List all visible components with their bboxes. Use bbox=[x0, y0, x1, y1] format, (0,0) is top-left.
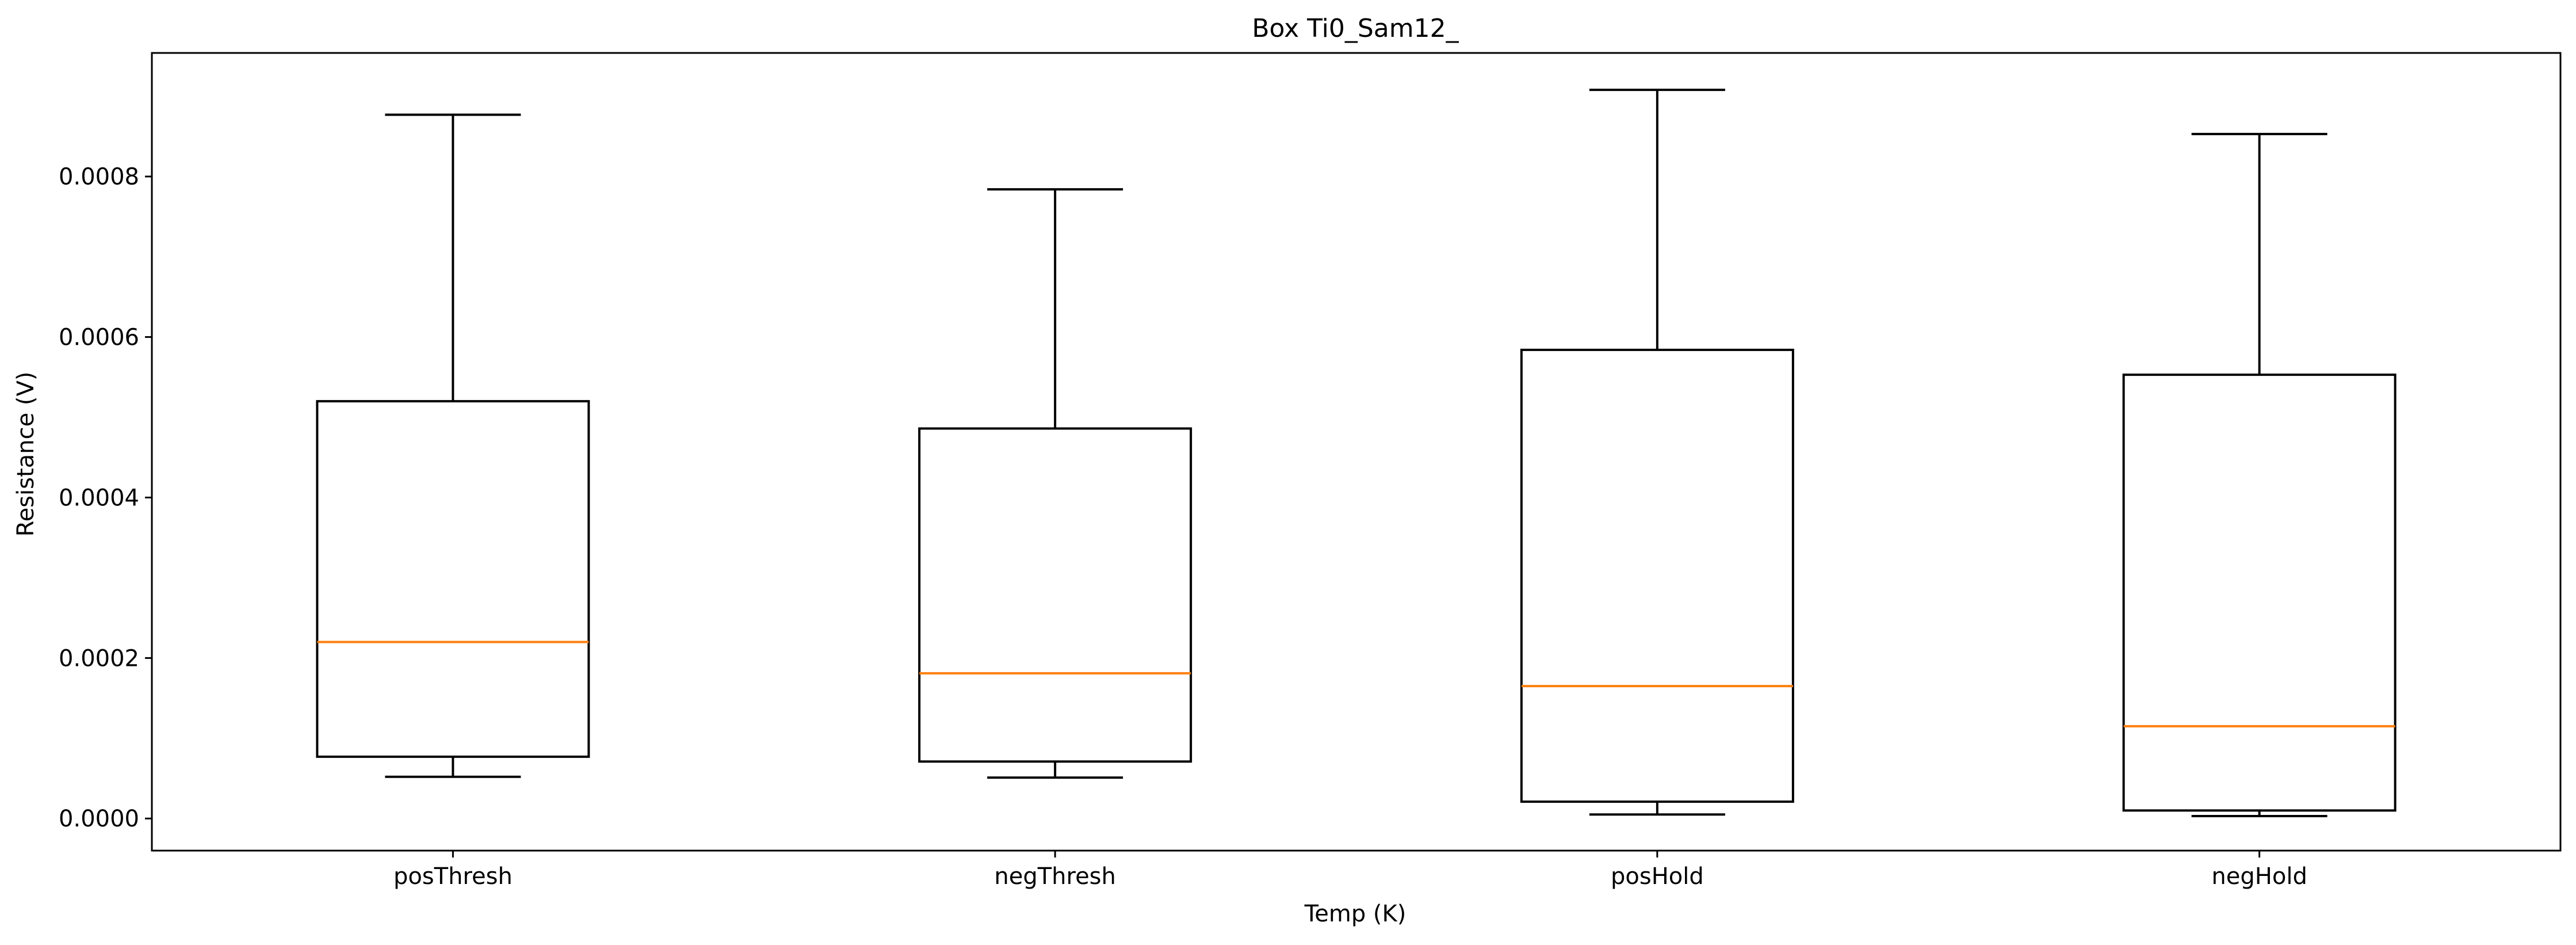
y-tick-label: 0.0006 bbox=[59, 325, 139, 351]
y-tick-label: 0.0000 bbox=[59, 806, 139, 832]
x-axis-label: Temp (K) bbox=[1304, 901, 1407, 927]
box-iqr bbox=[2122, 374, 2397, 812]
x-tick-label: posThresh bbox=[393, 863, 513, 890]
x-tick-label: posHold bbox=[1611, 863, 1704, 890]
box-iqr bbox=[918, 427, 1193, 763]
y-tick-label: 0.0008 bbox=[59, 164, 139, 190]
plot-area: 0.0000 0.0002 0.0004 0.0006 0.0008 posThresh n… bbox=[59, 52, 2562, 890]
x-tick-label: negThresh bbox=[994, 863, 1116, 890]
y-tick-label: 0.0004 bbox=[59, 485, 139, 511]
plot-frame bbox=[151, 52, 2562, 852]
y-tick-label: 0.0002 bbox=[59, 645, 139, 672]
box-iqr bbox=[316, 400, 590, 758]
x-tick-label: negHold bbox=[2211, 863, 2307, 890]
chart-title: Box Ti0_Sam12_ bbox=[1252, 14, 1459, 43]
y-axis-label: Resistance (V) bbox=[13, 372, 39, 537]
box-iqr bbox=[1520, 348, 1794, 803]
